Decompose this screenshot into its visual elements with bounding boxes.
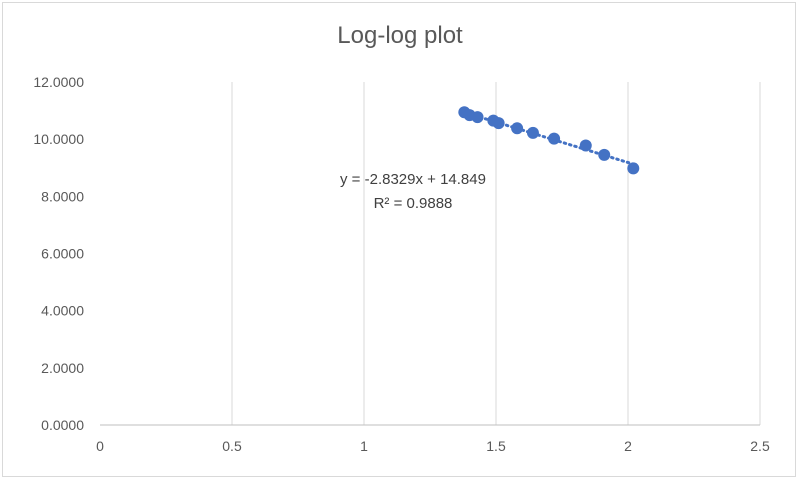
y-tick-label: 2.0000 bbox=[41, 360, 84, 376]
data-point bbox=[526, 126, 539, 139]
trendline-r-squared: R² = 0.9888 bbox=[374, 195, 453, 212]
point-layer bbox=[458, 106, 640, 175]
y-tick-label: 8.0000 bbox=[41, 188, 84, 204]
data-point bbox=[471, 111, 484, 124]
x-tick-label: 1 bbox=[360, 438, 368, 454]
data-point bbox=[579, 139, 592, 152]
x-tick-label: 0.5 bbox=[222, 438, 242, 454]
x-tick-label: 1.5 bbox=[486, 438, 506, 454]
data-point bbox=[492, 117, 505, 130]
data-point bbox=[548, 132, 561, 145]
y-tick-label: 0.0000 bbox=[41, 417, 84, 433]
data-point bbox=[511, 122, 524, 135]
grid-layer bbox=[231, 82, 761, 425]
y-tick-label: 4.0000 bbox=[41, 303, 84, 319]
y-tick-label: 10.0000 bbox=[33, 131, 84, 147]
trendline-equation: y = -2.8329x + 14.849 bbox=[340, 171, 486, 188]
data-point bbox=[627, 162, 640, 175]
label-layer: 0 0.5 1 1.5 2 2.5 0.0000 2.0000 4.0000 6.0000 8.00… bbox=[33, 74, 770, 454]
x-tick-label: 0 bbox=[96, 438, 104, 454]
x-tick-label: 2 bbox=[624, 438, 632, 454]
data-point bbox=[598, 148, 611, 161]
chart-title: Log-log plot bbox=[337, 22, 463, 49]
y-tick-label: 12.0000 bbox=[33, 74, 84, 90]
y-tick-label: 6.0000 bbox=[41, 246, 84, 262]
x-tick-label: 2.5 bbox=[750, 438, 770, 454]
